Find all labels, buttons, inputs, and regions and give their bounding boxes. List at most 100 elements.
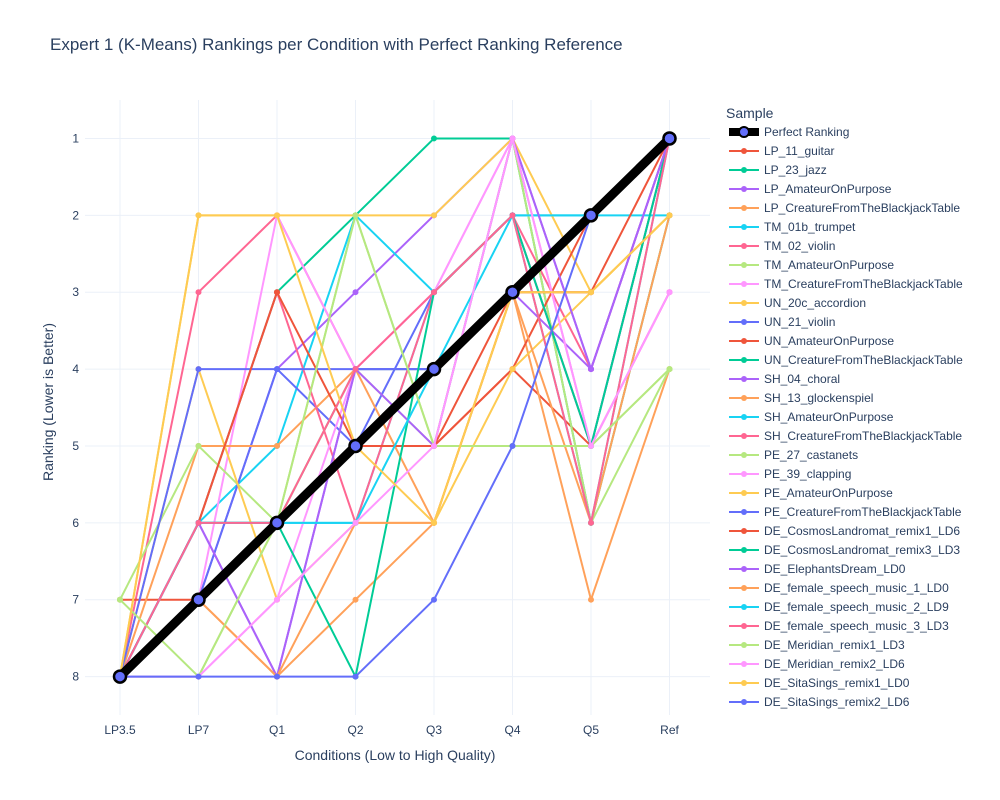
legend-label: LP_23_jazz [764, 163, 827, 177]
legend-item-de-meridian-remix2-ld6[interactable]: DE_Meridian_remix2_LD6 [729, 657, 905, 671]
data-point[interactable] [117, 596, 123, 603]
series-perfect-ranking[interactable] [112, 131, 677, 684]
legend-item-de-female-speech-music-1-ld0[interactable]: DE_female_speech_music_1_LD0 [729, 581, 949, 595]
legend-item-pe-amateuronpurpose[interactable]: PE_AmateurOnPurpose [729, 486, 893, 500]
data-point[interactable] [426, 361, 442, 377]
data-point[interactable] [509, 366, 516, 373]
legend-item-de-elephantsdream-ld0[interactable]: DE_ElephantsDream_LD0 [729, 562, 906, 576]
data-point[interactable] [269, 515, 285, 531]
x-tick-label: Ref [660, 723, 679, 737]
series-line[interactable] [120, 137, 671, 678]
legend-marker [741, 566, 747, 572]
data-point[interactable] [588, 289, 594, 296]
data-point[interactable] [274, 212, 280, 219]
series-de-sitasings-remix1-ld0[interactable] [117, 212, 673, 680]
data-point[interactable] [662, 131, 677, 146]
data-point[interactable] [195, 673, 202, 680]
series-line[interactable] [119, 214, 671, 678]
legend-item-tm-creaturefromtheblackjacktable[interactable]: TM_CreatureFromTheBlackjackTable [729, 277, 963, 291]
data-point[interactable] [509, 212, 516, 219]
legend-item-tm-01b-trumpet[interactable]: TM_01b_trumpet [729, 220, 856, 234]
data-point[interactable] [195, 212, 202, 219]
legend-item-tm-amateuronpurpose[interactable]: TM_AmateurOnPurpose [729, 258, 894, 272]
data-point[interactable] [352, 366, 359, 373]
legend-marker [741, 395, 747, 401]
legend-label: DE_CosmosLandromat_remix1_LD6 [764, 524, 960, 538]
data-point[interactable] [195, 366, 202, 373]
legend-marker [741, 528, 747, 534]
data-point[interactable] [431, 519, 437, 526]
data-point[interactable] [195, 519, 202, 526]
data-point[interactable] [509, 442, 516, 449]
legend-item-un-amateuronpurpose[interactable]: UN_AmateurOnPurpose [729, 334, 894, 348]
legend-item-sh-13-glockenspiel[interactable]: SH_13_glockenspiel [729, 391, 873, 405]
legend-item-pe-27-castanets[interactable]: PE_27_castanets [729, 448, 858, 462]
legend-label: SH_CreatureFromTheBlackjackTable [764, 429, 962, 443]
legend-item-un-21-violin[interactable]: UN_21_violin [729, 315, 835, 329]
legend-item-lp-23-jazz[interactable]: LP_23_jazz [729, 163, 827, 177]
y-tick-label: 5 [72, 439, 79, 453]
series-line[interactable] [119, 215, 671, 678]
data-point[interactable] [274, 366, 280, 373]
legend-marker [741, 699, 747, 705]
data-point[interactable] [509, 135, 516, 142]
data-point[interactable] [352, 289, 359, 296]
data-point[interactable] [191, 592, 206, 607]
legend-item-de-cosmoslandromat-remix3-ld3[interactable]: DE_CosmosLandromat_remix3_LD3 [729, 543, 960, 557]
data-point[interactable] [431, 289, 437, 296]
data-point[interactable] [274, 442, 280, 449]
data-point[interactable] [431, 596, 437, 603]
series-line[interactable] [119, 214, 671, 677]
legend-item-lp-11-guitar[interactable]: LP_11_guitar [729, 144, 835, 158]
data-point[interactable] [583, 208, 599, 223]
data-point[interactable] [352, 212, 359, 219]
legend-item-de-female-speech-music-2-ld9[interactable]: DE_female_speech_music_2_LD9 [729, 600, 949, 614]
legend-item-de-cosmoslandromat-remix1-ld6[interactable]: DE_CosmosLandromat_remix1_LD6 [729, 524, 960, 538]
data-point[interactable] [666, 289, 673, 296]
legend-item-sh-creaturefromtheblackjacktable[interactable]: SH_CreatureFromTheBlackjackTable [729, 429, 962, 443]
data-point[interactable] [431, 212, 437, 219]
legend-item-pe-39-clapping[interactable]: PE_39_clapping [729, 467, 851, 481]
legend-item-pe-creaturefromtheblackjacktable[interactable]: PE_CreatureFromTheBlackjackTable [729, 505, 962, 519]
legend-item-un-20c-accordion[interactable]: UN_20c_accordion [729, 296, 866, 310]
data-point[interactable] [431, 135, 437, 142]
data-point[interactable] [666, 366, 673, 373]
data-point[interactable] [112, 669, 128, 684]
legend-marker [741, 205, 747, 211]
data-point[interactable] [352, 596, 359, 603]
data-point[interactable] [348, 438, 363, 454]
legend-item-lp-amateuronpurpose[interactable]: LP_AmateurOnPurpose [729, 182, 892, 196]
legend-marker [741, 471, 747, 477]
data-point[interactable] [274, 289, 280, 296]
data-point[interactable] [274, 673, 280, 680]
data-point[interactable] [431, 442, 437, 449]
legend-item-de-meridian-remix1-ld3[interactable]: DE_Meridian_remix1_LD3 [729, 638, 905, 652]
legend-item-sh-04-choral[interactable]: SH_04_choral [729, 372, 840, 386]
legend-label: TM_02_violin [764, 239, 835, 253]
data-point[interactable] [274, 596, 280, 603]
legend-item-de-female-speech-music-3-ld3[interactable]: DE_female_speech_music_3_LD3 [729, 619, 949, 633]
legend-item-lp-creaturefromtheblackjacktable[interactable]: LP_CreatureFromTheBlackjackTable [729, 201, 960, 215]
data-point[interactable] [588, 442, 594, 449]
legend-label: UN_AmateurOnPurpose [764, 334, 894, 348]
legend-item-un-creaturefromtheblackjacktable[interactable]: UN_CreatureFromTheBlackjackTable [729, 353, 963, 367]
data-point[interactable] [505, 284, 520, 300]
data-point[interactable] [588, 366, 594, 373]
data-point[interactable] [666, 212, 673, 219]
x-tick-label: LP3.5 [104, 723, 136, 737]
legend-item-de-sitasings-remix1-ld0[interactable]: DE_SitaSings_remix1_LD0 [729, 676, 910, 690]
data-point[interactable] [588, 596, 594, 603]
legend-item-tm-02-violin[interactable]: TM_02_violin [729, 239, 835, 253]
data-point[interactable] [588, 519, 594, 526]
data-point[interactable] [352, 673, 359, 680]
data-point[interactable] [195, 442, 202, 449]
data-point[interactable] [195, 289, 202, 296]
legend[interactable]: Perfect Ranking LP_11_guitar LP_23_jazz LP_… [729, 125, 963, 709]
series-line[interactable] [116, 135, 673, 680]
legend-marker [741, 281, 747, 287]
legend-item-perfect-ranking[interactable]: Perfect Ranking [729, 125, 849, 139]
legend-marker [741, 547, 747, 553]
legend-item-de-sitasings-remix2-ld6[interactable]: DE_SitaSings_remix2_LD6 [729, 695, 910, 709]
data-point[interactable] [352, 519, 359, 526]
legend-item-sh-amateuronpurpose[interactable]: SH_AmateurOnPurpose [729, 410, 894, 424]
